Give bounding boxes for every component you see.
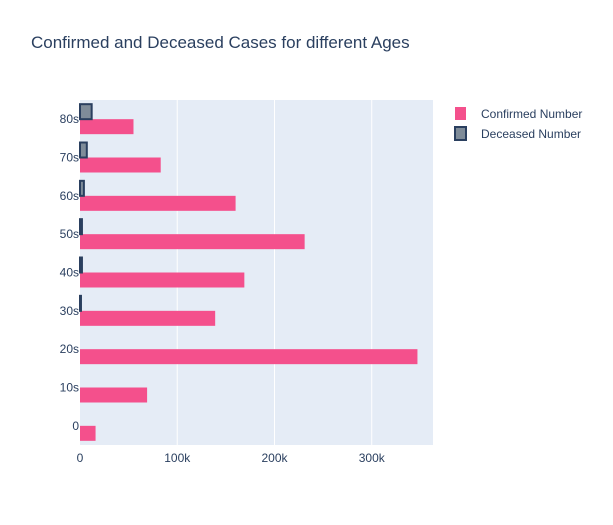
x-axis-ticks: 0 100k 200k 300k [77,451,386,465]
x-tick-label: 0 [77,451,84,465]
y-tick-label: 30s [60,304,79,318]
bar-confirmed[interactable] [80,425,96,441]
bar-confirmed[interactable] [80,195,236,211]
bar-confirmed[interactable] [80,157,161,173]
legend-label: Confirmed Number [481,107,582,121]
bar-confirmed[interactable] [80,234,305,250]
bar-confirmed[interactable] [80,310,216,326]
y-tick-label: 50s [60,227,79,241]
legend[interactable]: Confirmed Number Deceased Number [454,107,582,141]
legend-label: Deceased Number [481,127,581,141]
y-tick-label: 80s [60,112,79,126]
x-tick-label: 300k [359,451,386,465]
bar-confirmed[interactable] [80,387,148,403]
bar-deceased[interactable] [79,218,83,236]
legend-swatch [455,107,466,120]
legend-item[interactable]: Deceased Number [454,126,581,141]
x-tick-label: 200k [261,451,288,465]
y-tick-label: 60s [60,189,79,203]
y-tick-label: 20s [60,342,79,356]
x-tick-label: 100k [164,451,191,465]
bar-confirmed[interactable] [80,119,134,135]
bar-confirmed[interactable] [80,272,245,288]
y-tick-label: 70s [60,151,79,165]
y-tick-label: 0 [72,419,79,433]
bar-deceased[interactable] [79,256,83,274]
bar-deceased[interactable] [79,179,85,197]
y-tick-label: 10s [60,381,79,395]
bar-confirmed[interactable] [80,349,418,365]
bar-deceased[interactable] [79,141,88,159]
bar-deceased[interactable] [79,294,82,312]
bars-group [79,103,418,441]
bar-deceased[interactable] [79,103,93,121]
legend-swatch [454,126,467,141]
chart-title: Confirmed and Deceased Cases for differe… [31,33,410,52]
legend-item[interactable]: Confirmed Number [455,107,582,121]
y-tick-label: 40s [60,266,79,280]
y-axis-ticks: 0 10s 20s 30s 40s 50s 60s 70s 80s [60,112,80,433]
